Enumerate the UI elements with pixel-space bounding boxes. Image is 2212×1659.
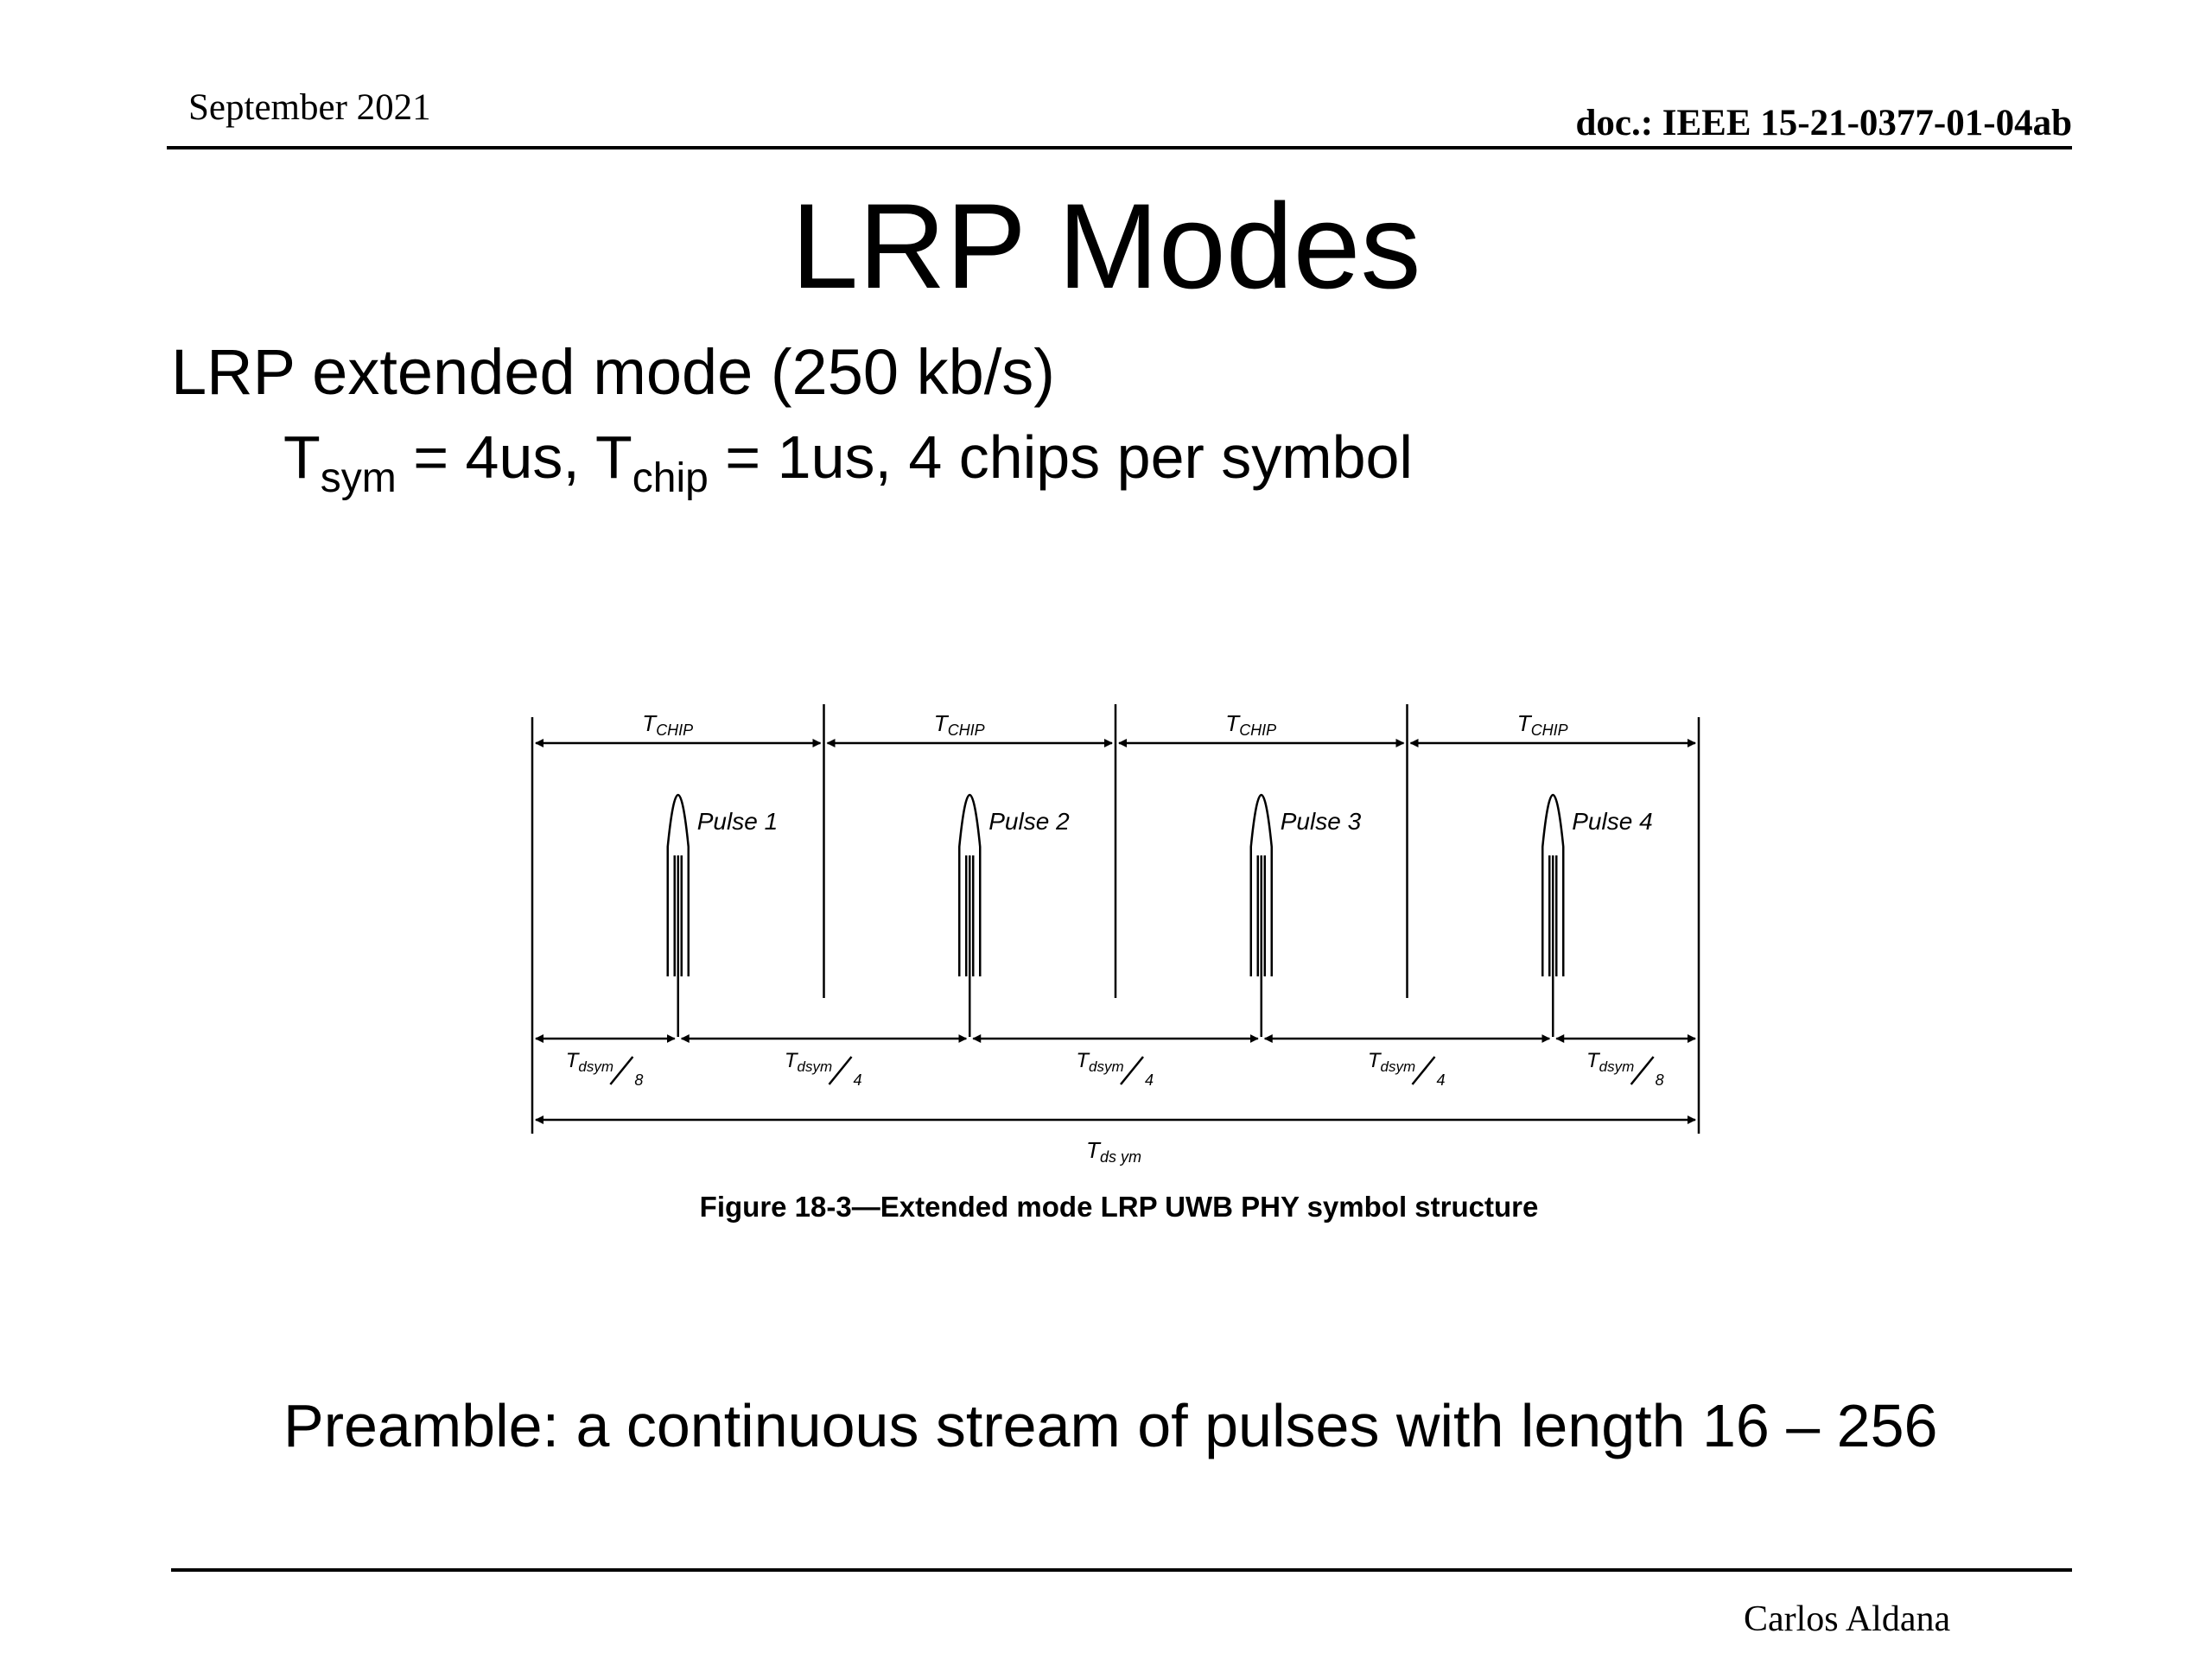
pulse-shape [1541,794,1565,976]
figure-caption: Figure 18-3—Extended mode LRP UWB PHY sy… [699,1191,1539,1223]
preamble-text: Preamble: a continuous stream of pulses … [283,1392,1938,1459]
chip-duration-label: TCHIP [642,710,693,739]
segment-label: Tdsym [1076,1049,1123,1075]
symbol-structure-diagram: TCHIP TCHIP TCHIP TCHIP Pulse 1 Pulse 2 Pulse … [531,704,1700,1166]
symbol-duration-label: Tds ym [1086,1137,1141,1166]
tsym-value: = 4us, [396,423,596,491]
header-divider [167,146,2072,149]
tchip-base: T [595,423,632,491]
segment-denominator: 4 [1145,1071,1154,1089]
pulse-shape [1249,794,1273,976]
pulse-shape [666,794,690,976]
mode-heading: LRP extended mode (250 kb/s) [171,336,1055,408]
segment-label: Tdsym [1368,1049,1415,1075]
pulse-shape [958,794,982,976]
segment-denominator: 8 [1656,1071,1664,1089]
slide-title: LRP Modes [791,178,1421,314]
footer-author: Carlos Aldana [1744,1599,1951,1639]
chip-duration-label: TCHIP [1225,710,1276,739]
segment-label: Tdsym [1586,1049,1634,1075]
header-date: September 2021 [188,87,431,128]
segment-denominator: 4 [1437,1071,1446,1089]
segment-fraction-slash [1411,1056,1436,1085]
tchip-value: = 1us, 4 chips per symbol [708,423,1413,491]
segment-fraction-slash [609,1056,634,1085]
segment-label: Tdsym [566,1049,613,1075]
document-id: doc.: IEEE 15-21-0377-01-04ab [1575,103,2072,143]
footer-divider [171,1568,2072,1572]
tsym-base: T [283,423,321,491]
segment-fraction-slash [828,1056,853,1085]
pulse-label: Pulse 4 [1572,808,1652,835]
pulse-label: Pulse 3 [1281,808,1362,835]
segment-denominator: 8 [634,1071,643,1089]
timing-parameters: Tsym = 4us, Tchip = 1us, 4 chips per sym… [283,418,1413,518]
tsym-sub: sym [320,455,397,501]
pulse-label: Pulse 2 [988,808,1070,835]
tchip-sub: chip [632,455,709,501]
chip-duration-label: TCHIP [934,710,985,739]
segment-fraction-slash [1120,1056,1144,1085]
pulse-label: Pulse 1 [697,808,778,835]
segment-denominator: 4 [854,1071,862,1089]
chip-duration-label: TCHIP [1517,710,1568,739]
segment-fraction-slash [1630,1056,1655,1085]
segment-label: Tdsym [785,1049,832,1075]
